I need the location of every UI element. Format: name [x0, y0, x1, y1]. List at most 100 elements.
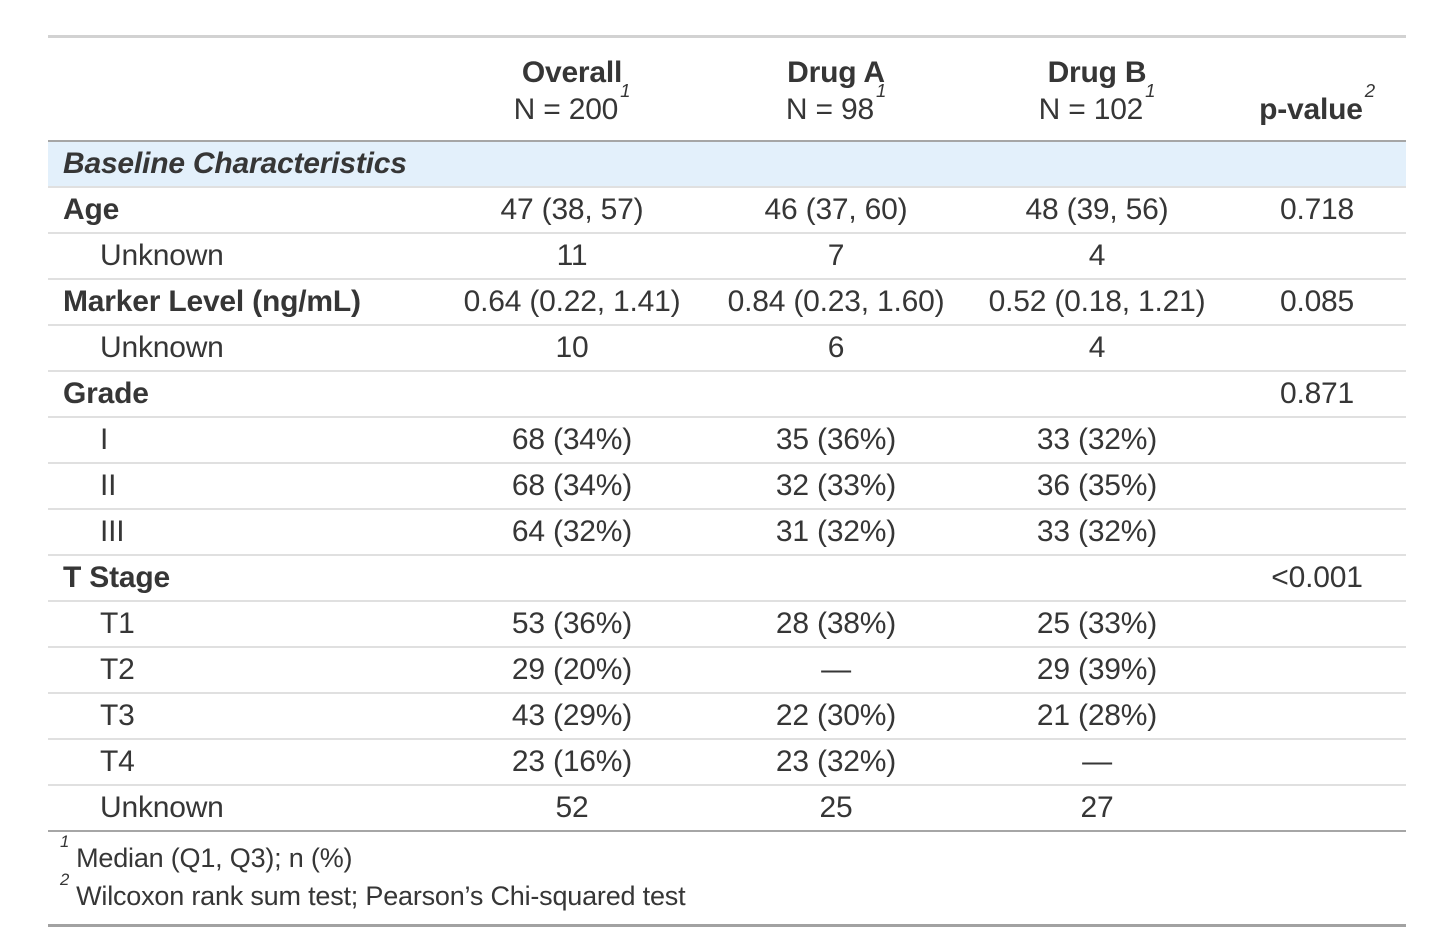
cell-drug-a: 0.84 (0.23, 1.60) — [727, 285, 945, 318]
column-n-text: N = 200 — [513, 93, 619, 126]
footnote-1: 1 Median (Q1, Q3); n (%) — [60, 833, 1396, 877]
row-label: Unknown — [100, 239, 224, 272]
cell-drug-b: 48 (39, 56) — [1025, 193, 1169, 226]
cell-drug-b: 25 (33%) — [1036, 607, 1158, 640]
table-row: Grade 0.871 — [48, 371, 1406, 417]
cell-p-value — [1228, 417, 1406, 463]
corner-cell — [48, 37, 438, 142]
cell-overall: 52 — [555, 791, 589, 824]
cell-p-value — [1228, 233, 1406, 279]
cell-overall: 10 — [555, 331, 589, 364]
table-row: T4 23 (16%) 23 (32%) — — [48, 739, 1406, 785]
cell-drug-b: 29 (39%) — [1036, 653, 1158, 686]
cell-overall: 0.64 (0.22, 1.41) — [463, 285, 681, 318]
cell-drug-a — [706, 371, 966, 417]
cell-overall: 29 (20%) — [511, 653, 633, 686]
column-n-drug-b: N = 1021 — [974, 81, 1220, 128]
cell-p-value — [1228, 785, 1406, 831]
cell-overall: 68 (34%) — [511, 469, 633, 502]
table-row: T1 53 (36%) 28 (38%) 25 (33%) — [48, 601, 1406, 647]
cell-p-value: 0.718 — [1279, 193, 1355, 226]
table-body: Baseline Characteristics Age 47 (38, 57)… — [48, 141, 1406, 831]
row-label: Marker Level (ng/mL) — [63, 285, 361, 318]
cell-p-value — [1228, 739, 1406, 785]
footnote-row: 1 Median (Q1, Q3); n (%) 2 Wilcoxon rank s… — [48, 830, 1406, 926]
footnote-mark-2: 2 — [1364, 79, 1375, 101]
cell-drug-a: 22 (30%) — [775, 699, 897, 732]
cell-overall: 53 (36%) — [511, 607, 633, 640]
footnote-mark-2: 2 — [60, 869, 70, 889]
column-label-overall: Overall — [521, 56, 623, 89]
cell-drug-b — [966, 371, 1228, 417]
table-row: III 64 (32%) 31 (32%) 33 (32%) — [48, 509, 1406, 555]
column-label-drug-a: Drug A — [787, 56, 885, 89]
column-label-drug-b: Drug B — [1047, 56, 1147, 89]
cell-p-value: <0.001 — [1271, 561, 1363, 594]
section-header-row: Baseline Characteristics — [48, 141, 1406, 187]
cell-overall — [438, 371, 706, 417]
footnote-2: 2 Wilcoxon rank sum test; Pearson’s Chi-s… — [60, 871, 1396, 915]
cell-drug-a: — — [821, 653, 851, 686]
cell-drug-b: 21 (28%) — [1036, 699, 1158, 732]
footnote-mark-1: 1 — [1145, 79, 1156, 101]
cell-drug-a: 7 — [827, 239, 845, 272]
column-header-overall: Overall N = 2001 — [438, 37, 706, 142]
footnote-mark-1: 1 — [60, 831, 70, 851]
cell-drug-a: 35 (36%) — [775, 423, 897, 456]
cell-overall: 64 (32%) — [511, 515, 633, 548]
column-n-overall: N = 2001 — [446, 81, 698, 128]
cell-drug-a: 25 — [819, 791, 853, 824]
cell-drug-b: 4 — [1088, 239, 1106, 272]
cell-overall — [438, 555, 706, 601]
baseline-characteristics-table: Overall N = 2001 Drug A N = 981 Drug B N… — [48, 35, 1406, 927]
cell-drug-a: 23 (32%) — [775, 745, 897, 778]
cell-drug-b: 33 (32%) — [1036, 515, 1158, 548]
cell-p-value — [1228, 647, 1406, 693]
cell-drug-b: 27 — [1080, 791, 1114, 824]
table-footnotes: 1 Median (Q1, Q3); n (%) 2 Wilcoxon rank s… — [48, 830, 1406, 926]
column-header-p-value: p-value2 — [1228, 37, 1406, 142]
cell-p-value — [1228, 509, 1406, 555]
cell-drug-a — [706, 555, 966, 601]
row-label: Unknown — [100, 331, 224, 364]
cell-p-value: 0.085 — [1279, 285, 1355, 318]
cell-p-value — [1228, 601, 1406, 647]
header-row: Overall N = 2001 Drug A N = 981 Drug B N… — [48, 37, 1406, 142]
cell-drug-a: 46 (37, 60) — [764, 193, 908, 226]
cell-p-value — [1228, 693, 1406, 739]
row-label: II — [100, 469, 117, 502]
cell-p-value — [1228, 463, 1406, 509]
cell-drug-b: — — [1082, 745, 1112, 778]
cell-drug-a: 6 — [827, 331, 845, 364]
column-n-drug-a: N = 981 — [714, 81, 958, 128]
row-label: T1 — [100, 607, 135, 640]
section-header-label: Baseline Characteristics — [48, 141, 1406, 187]
table-row: Marker Level (ng/mL) 0.64 (0.22, 1.41) 0… — [48, 279, 1406, 325]
cell-drug-b: 36 (35%) — [1036, 469, 1158, 502]
page: Overall N = 2001 Drug A N = 981 Drug B N… — [48, 35, 1406, 927]
cell-overall: 23 (16%) — [511, 745, 633, 778]
table-row: Age 47 (38, 57) 46 (37, 60) 48 (39, 56) … — [48, 187, 1406, 233]
cell-p-value — [1228, 325, 1406, 371]
table-row: Unknown 10 6 4 — [48, 325, 1406, 371]
cell-overall: 11 — [556, 239, 588, 272]
table-row: T2 29 (20%) — 29 (39%) — [48, 647, 1406, 693]
row-label: Unknown — [100, 791, 224, 824]
footnote-1-text: Median (Q1, Q3); n (%) — [76, 843, 353, 873]
row-label: III — [100, 515, 125, 548]
row-label: I — [100, 423, 109, 456]
table-row: T Stage <0.001 — [48, 555, 1406, 601]
table-row: Unknown 11 7 4 — [48, 233, 1406, 279]
cell-overall: 68 (34%) — [511, 423, 633, 456]
table-header: Overall N = 2001 Drug A N = 981 Drug B N… — [48, 37, 1406, 142]
row-label: T2 — [100, 653, 135, 686]
row-label: T4 — [100, 745, 135, 778]
table-row: II 68 (34%) 32 (33%) 36 (35%) — [48, 463, 1406, 509]
cell-drug-b: 4 — [1088, 331, 1106, 364]
row-label: Age — [63, 193, 120, 226]
cell-drug-b: 0.52 (0.18, 1.21) — [988, 285, 1206, 318]
table-row: I 68 (34%) 35 (36%) 33 (32%) — [48, 417, 1406, 463]
cell-p-value: 0.871 — [1279, 377, 1355, 410]
table-row: Unknown 52 25 27 — [48, 785, 1406, 831]
table-row: T3 43 (29%) 22 (30%) 21 (28%) — [48, 693, 1406, 739]
